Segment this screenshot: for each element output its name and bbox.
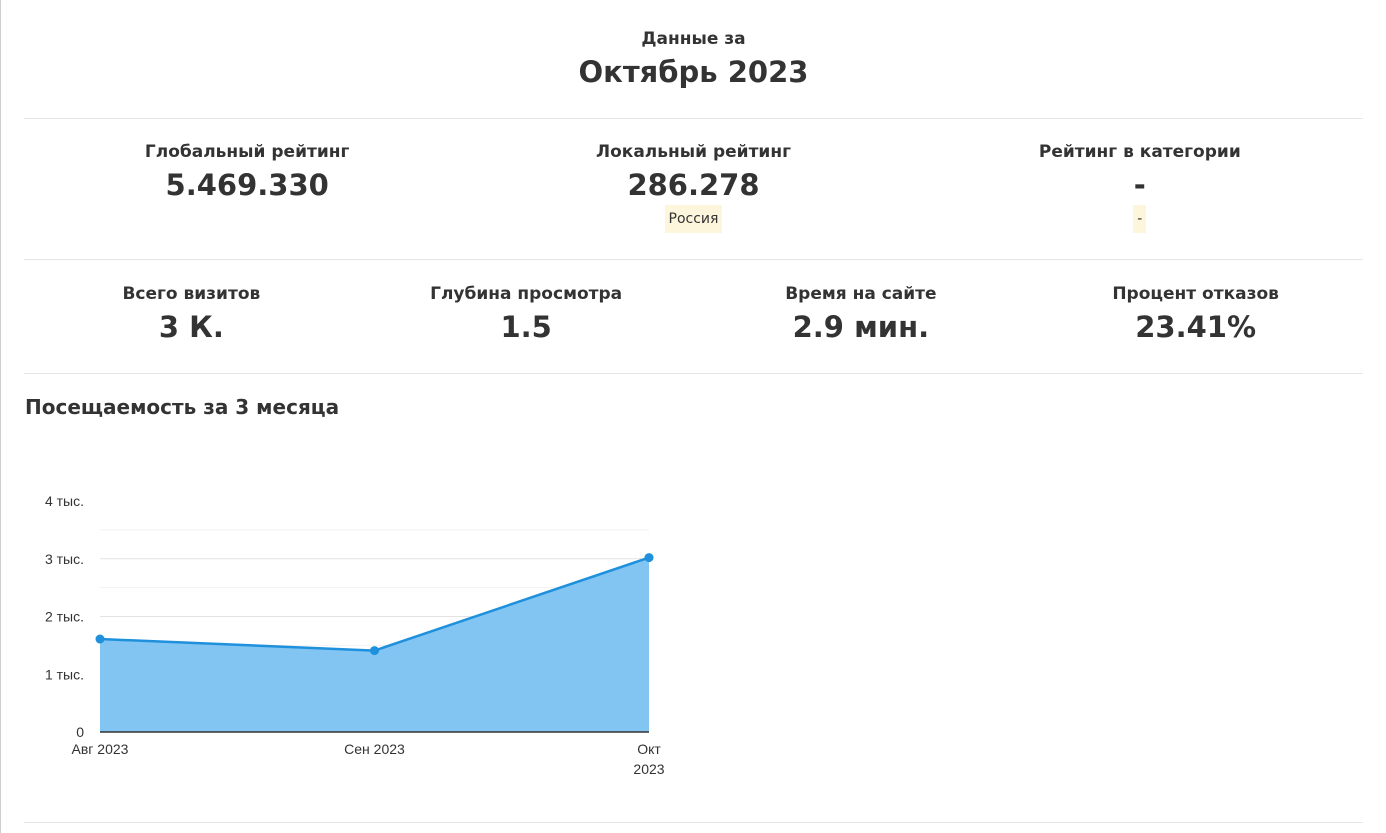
site-stats-panel: Данные за Октябрь 2023 Глобальный рейтин… [24,0,1363,420]
total-visits-label: Всего визитов [122,284,261,304]
y-tick-label: 4 тыс. [45,493,84,509]
metrics-row: Всего визитов 3 К. Глубина просмотра 1.5… [24,260,1363,373]
local-rating-value: 286.278 [627,168,760,202]
global-rating: Глобальный рейтинг 5.469.330 [24,119,470,259]
left-border [0,0,1,833]
period-header: Данные за Октябрь 2023 [24,0,1363,118]
bounce-rate: Процент отказов 23.41% [1028,260,1363,373]
y-tick-label: 1 тыс. [45,666,84,682]
data-point [95,634,105,644]
country-badge: Россия [664,205,723,233]
y-tick-label: 0 [76,724,84,740]
time-on-site: Время на сайте 2.9 мин. [694,260,1029,373]
total-visits-value: 3 К. [158,310,224,344]
category-rating-value: - [1133,168,1146,202]
global-rating-label: Глобальный рейтинг [144,142,350,162]
total-visits: Всего визитов 3 К. [24,260,359,373]
divider [24,373,1363,374]
divider [24,259,1363,260]
time-on-site-label: Время на сайте [785,284,937,304]
time-on-site-value: 2.9 мин. [792,310,930,344]
traffic-chart: 0 1 тыс. 2 тыс. 3 тыс. 4 тыс. Авг 2023 Сен 202… [0,470,700,794]
chart-title: Посещаемость за 3 месяца [25,395,340,419]
x-tick-label: Окт 2023 [633,741,664,777]
page-depth: Глубина просмотра 1.5 [359,260,694,373]
local-rating: Локальный рейтинг 286.278 Россия [470,119,916,259]
area-fill [100,557,649,732]
page-depth-value: 1.5 [500,310,552,344]
period-label: Данные за [641,29,746,49]
x-tick-label: Авг 2023 [72,741,129,757]
data-point [644,553,654,563]
category-badge: - [1133,205,1147,233]
y-tick-label: 3 тыс. [45,551,84,567]
traffic-chart-svg: 0 1 тыс. 2 тыс. 3 тыс. 4 тыс. Авг 2023 Сен 202… [45,493,665,777]
x-tick-label: Сен 2023 [344,741,405,757]
local-rating-label: Локальный рейтинг [596,142,791,162]
ratings-row: Глобальный рейтинг 5.469.330 Локальный р… [24,119,1363,259]
period-value: Октябрь 2023 [578,55,809,89]
divider [24,118,1363,119]
page-depth-label: Глубина просмотра [430,284,623,304]
global-rating-value: 5.469.330 [165,168,329,202]
bounce-rate-value: 23.41% [1135,310,1257,344]
category-rating: Рейтинг в категории - - [917,119,1363,259]
category-rating-label: Рейтинг в категории [1038,142,1241,162]
y-tick-label: 2 тыс. [45,609,84,625]
bounce-rate-label: Процент отказов [1112,284,1279,304]
bottom-divider [24,822,1363,823]
data-point [370,646,379,656]
